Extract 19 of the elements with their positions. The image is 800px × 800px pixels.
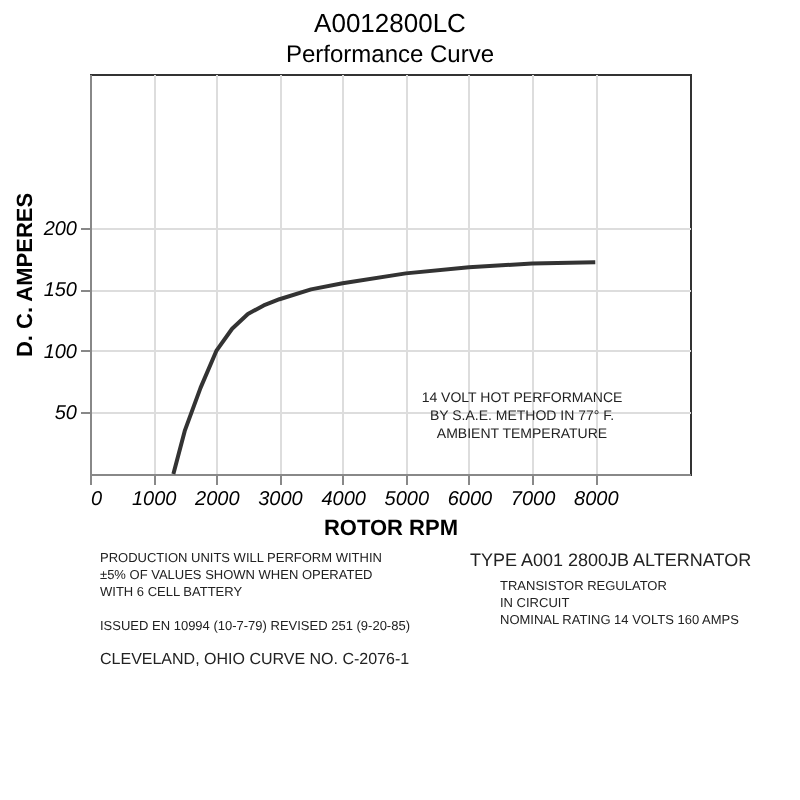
y-tick-label: 200 xyxy=(41,218,78,241)
x-tick-label: 8000 xyxy=(574,489,620,511)
x-tick-label: 0 xyxy=(91,489,103,511)
x-tick-label: 3000 xyxy=(258,489,304,511)
chart-title: A0012800LC xyxy=(314,8,466,38)
x-tick-label: 5000 xyxy=(384,489,430,511)
text: TYPE A001 2800JB ALTERNATOR xyxy=(470,550,753,570)
y-tick-label: 100 xyxy=(43,341,78,364)
x-tick-label: 2000 xyxy=(193,489,241,511)
y-axis-title: D. C. AMPERES xyxy=(13,192,38,358)
x-tick-label: 7000 xyxy=(510,489,557,511)
y-tick-label: 50 xyxy=(54,403,78,426)
x-tick-label: 1000 xyxy=(131,489,178,511)
chart-subtitle: Performance Curve xyxy=(285,40,495,68)
y-tick-label: 150 xyxy=(43,280,78,303)
x-tick-label: 4000 xyxy=(321,489,367,511)
x-tick-label: 6000 xyxy=(447,489,494,511)
x-axis-title: ROTOR RPM xyxy=(323,517,459,541)
text: CLEVELAND, OHIO CURVE NO. C-2076-1 xyxy=(100,650,411,668)
